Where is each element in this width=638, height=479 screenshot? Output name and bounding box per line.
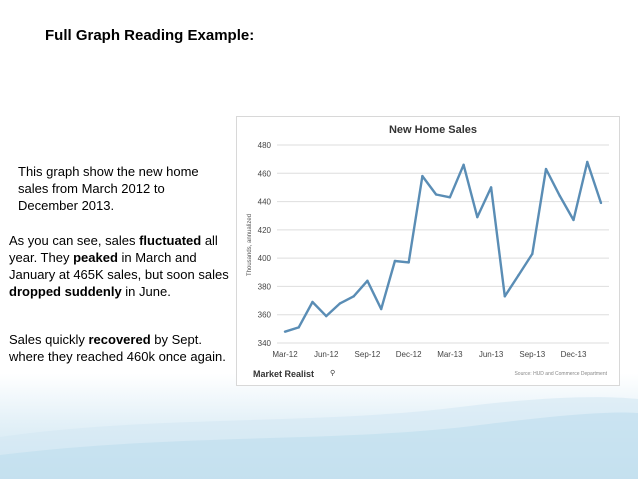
- data-point: [517, 273, 520, 277]
- chart-panel: New Home Sales Thousands, annualized 340…: [236, 116, 620, 386]
- data-point: [448, 196, 452, 199]
- data-point: [407, 261, 410, 264]
- series-line-group: [283, 160, 603, 333]
- emphasis-text: dropped suddenly: [9, 284, 122, 299]
- data-point: [311, 300, 314, 304]
- slide-title: Full Graph Reading Example:: [45, 27, 255, 44]
- data-point: [544, 167, 548, 171]
- y-tick-labels: 340 360 380 400 420 440 460 480: [258, 141, 272, 348]
- y-tick-label: 420: [258, 226, 272, 235]
- emphasis-text: fluctuated: [139, 233, 202, 248]
- x-tick-labels: Mar-12 Jun-12 Sep-12 Dec-12 Mar-13 Jun-13 Sep-…: [272, 350, 587, 359]
- data-point: [393, 259, 397, 263]
- data-point: [572, 218, 575, 222]
- x-tick-label: Jun-13: [479, 350, 504, 359]
- x-tick-label: Dec-12: [396, 350, 422, 359]
- x-tick-label: Jun-12: [314, 350, 339, 359]
- emphasis-text: recovered: [88, 332, 151, 347]
- y-tick-label: 340: [258, 339, 272, 348]
- data-point: [599, 201, 603, 205]
- data-point: [531, 252, 534, 256]
- y-tick-label: 460: [258, 169, 272, 178]
- body-text: Sales quickly: [9, 332, 89, 347]
- chart-source: Source: HUD and Commerce Department: [514, 371, 607, 377]
- intro-text: This graph show the new home sales from …: [18, 164, 199, 213]
- data-point: [352, 295, 355, 298]
- x-tick-label: Mar-12: [272, 350, 298, 359]
- chart-title: New Home Sales: [389, 124, 477, 136]
- x-tick-label: Mar-13: [437, 350, 463, 359]
- paragraph-fluctuation: As you can see, sales fluctuated all yea…: [9, 232, 234, 300]
- data-point: [366, 279, 369, 282]
- emphasis-text: peaked: [73, 250, 118, 265]
- body-text: As you can see, sales: [9, 233, 140, 248]
- y-tick-label: 480: [258, 141, 272, 150]
- body-text: in June.: [121, 284, 171, 299]
- decorative-wave: [0, 397, 638, 479]
- data-point: [558, 194, 561, 198]
- y-tick-label: 380: [258, 282, 272, 291]
- body-text: in March and January at 465K sales, but …: [9, 250, 229, 282]
- y-tick-label: 440: [258, 198, 272, 207]
- data-point: [434, 193, 438, 196]
- x-tick-label: Dec-13: [561, 350, 587, 359]
- paragraph-recovery: Sales quickly recovered by Sept. where t…: [9, 331, 234, 365]
- data-point: [462, 163, 465, 166]
- body-text: by Sept. where they reached 460k once ag…: [9, 332, 226, 364]
- x-tick-label: Sep-13: [519, 350, 545, 359]
- data-point: [325, 314, 328, 318]
- data-point: [338, 302, 342, 305]
- y-tick-label: 360: [258, 311, 272, 320]
- data-point: [489, 186, 493, 189]
- series-line: [284, 160, 603, 333]
- data-point: [379, 307, 383, 311]
- y-tick-label: 400: [258, 254, 272, 263]
- y-axis-label: Thousands, annualized: [247, 214, 253, 276]
- data-point: [421, 174, 424, 178]
- grid-lines: [277, 144, 609, 344]
- data-point: [476, 215, 479, 219]
- data-point: [283, 330, 287, 333]
- data-point: [503, 295, 507, 298]
- x-tick-label: Sep-12: [355, 350, 381, 359]
- data-point: [297, 326, 300, 329]
- brand-logo-text: Market Realist: [253, 369, 314, 379]
- new-home-sales-chart: New Home Sales Thousands, annualized 340…: [247, 124, 609, 379]
- body-text: all year. They: [9, 233, 218, 265]
- search-icon: ⚲: [330, 369, 335, 377]
- data-point: [586, 160, 589, 164]
